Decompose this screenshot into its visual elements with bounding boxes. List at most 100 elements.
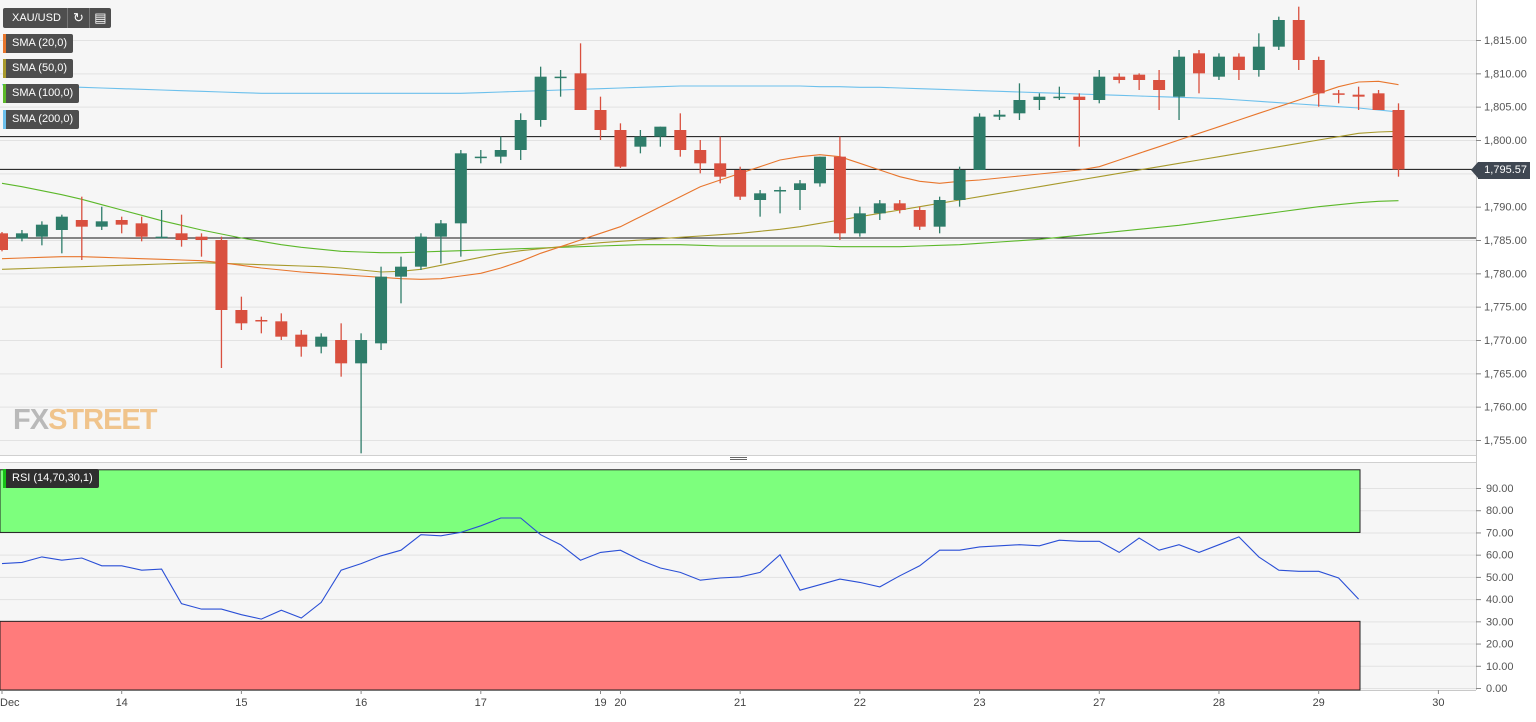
candle-body: [135, 223, 148, 237]
candle-body: [953, 170, 966, 200]
candle: [654, 126, 667, 147]
candle-body: [614, 130, 627, 167]
refresh-icon[interactable]: ↻: [68, 8, 90, 28]
candle: [614, 123, 627, 168]
candle: [414, 233, 427, 270]
candle: [1272, 16, 1285, 50]
candle-body: [1232, 56, 1245, 70]
rsi-axis: 0.00 10.00 20.00 30.00 40.00 50.00 60.00 70.00 8…: [1476, 483, 1514, 695]
time-tick-label: 17: [475, 697, 487, 709]
candle: [674, 113, 687, 157]
rsi-tick-label: 80.00: [1486, 505, 1514, 517]
rsi-oversold-zone: [0, 620, 1361, 691]
time-tick-label: 21: [734, 697, 746, 709]
watermark-street: STREET: [48, 404, 157, 436]
candle-body: [115, 220, 128, 225]
rsi-label: RSI (14,70,30,1): [12, 472, 93, 484]
price-tick-label: 1,815.00: [1484, 35, 1527, 47]
sma50-badge[interactable]: SMA (50,0): [3, 59, 74, 78]
time-tick-label: 23: [973, 697, 985, 709]
rsi-tick-label: 50.00: [1486, 572, 1514, 584]
time-tick-label: Dec: [0, 697, 20, 709]
price-panel-background: [0, 0, 1476, 455]
candle-body: [534, 76, 547, 120]
price-tick-label: 1,760.00: [1484, 402, 1527, 414]
candle-body: [15, 233, 28, 239]
candle: [474, 150, 487, 164]
candle: [873, 200, 886, 220]
candle-body: [454, 153, 467, 224]
candle: [95, 206, 108, 230]
candle-body: [414, 236, 427, 267]
candle: [195, 233, 208, 257]
candle-body: [395, 266, 407, 277]
rsi-tick-label: 70.00: [1486, 527, 1514, 539]
sma20-badge[interactable]: SMA (20,0): [3, 34, 74, 53]
candle-body: [1113, 76, 1126, 80]
sma100-badge[interactable]: SMA (100,0): [3, 84, 80, 103]
sma200-badge[interactable]: SMA (200,0): [3, 110, 80, 129]
price-tick-label: 1,780.00: [1484, 268, 1527, 280]
candle-body: [1093, 76, 1106, 100]
candle: [454, 150, 467, 257]
candle: [594, 96, 607, 140]
candle: [1073, 93, 1086, 147]
candle-body: [474, 156, 487, 159]
rsi-swatch: [3, 469, 6, 488]
candle-body: [1392, 110, 1405, 170]
candle-body: [514, 120, 527, 150]
candle-body: [1352, 94, 1365, 97]
candle-body: [893, 203, 906, 210]
candle: [15, 230, 28, 242]
rsi-badge[interactable]: RSI (14,70,30,1): [3, 469, 99, 488]
candle: [833, 136, 846, 240]
candle: [1252, 33, 1265, 77]
candle-body: [714, 163, 727, 177]
candle-body: [75, 220, 88, 227]
candle-body: [375, 276, 388, 344]
resize-handle[interactable]: [730, 457, 747, 460]
candle: [913, 206, 926, 230]
candle-body: [674, 130, 687, 150]
candle-body: [434, 223, 447, 237]
rsi-overbought-zone: [0, 469, 1361, 533]
candle: [1033, 93, 1046, 110]
bar-chart-icon[interactable]: ▤: [94, 10, 107, 25]
candle: [1212, 53, 1225, 80]
symbol-label[interactable]: XAU/USD: [3, 8, 68, 28]
horizontal-lines: [0, 136, 1476, 239]
sma100-label: SMA (100,0): [12, 87, 74, 99]
candle: [993, 110, 1006, 120]
price-tick-label: 1,805.00: [1484, 102, 1527, 114]
candle-body: [95, 221, 108, 227]
candle: [355, 333, 368, 454]
candle-body: [1193, 53, 1205, 74]
time-tick-label: 14: [116, 697, 128, 709]
candle-body: [1133, 74, 1146, 80]
candle: [1352, 86, 1365, 110]
sma50-label: SMA (50,0): [12, 62, 68, 74]
price-axis: 1,755.00 1,760.00 1,765.00 1,770.00 1,775.00…: [1476, 35, 1527, 447]
symbol-toolbar: XAU/USD ↻ ▤: [3, 8, 111, 28]
candle: [514, 113, 527, 160]
rsi-tick-label: 60.00: [1486, 550, 1514, 562]
candle: [1392, 103, 1405, 177]
price-tick-label: 1,755.00: [1484, 435, 1527, 447]
time-tick-label: 16: [355, 697, 367, 709]
candle: [215, 236, 228, 368]
candle-body: [1212, 56, 1225, 77]
candle: [774, 186, 787, 214]
candle: [754, 190, 767, 217]
candle-body: [734, 170, 747, 197]
time-tick-label: 15: [235, 697, 247, 709]
rsi-line: [1, 517, 1359, 620]
candle: [853, 206, 866, 237]
candle-body: [235, 310, 248, 324]
sma-lines: [1, 80, 1399, 280]
candle: [35, 221, 48, 246]
candle: [1133, 73, 1146, 90]
price-tick-label: 1,775.00: [1484, 302, 1527, 314]
candle: [1332, 90, 1345, 104]
time-tick-label: 27: [1093, 697, 1105, 709]
